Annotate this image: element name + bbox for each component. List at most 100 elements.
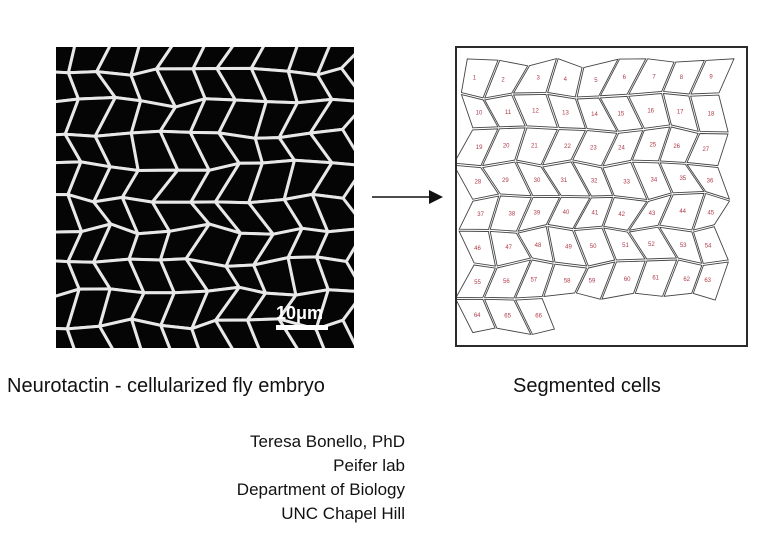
segmented-cell-64 — [457, 298, 496, 334]
cell-number-label: 58 — [564, 278, 571, 284]
cell-number-label: 60 — [624, 277, 631, 283]
cell-number-label: 41 — [592, 211, 599, 217]
cell-number-label: 63 — [704, 278, 711, 284]
cell-number-label: 51 — [622, 243, 629, 249]
segmented-cell-47 — [489, 230, 532, 267]
cell-number-label: 31 — [561, 178, 568, 184]
cell-number-label: 21 — [531, 144, 538, 150]
segmented-cell-42 — [603, 197, 648, 231]
cell-number-label: 28 — [475, 180, 482, 186]
segmented-cell-60 — [601, 260, 646, 300]
segmented-cell-5 — [576, 58, 619, 98]
cell-number-label: 44 — [679, 209, 686, 215]
segmented-cell-27 — [686, 133, 729, 167]
cell-number-label: 26 — [673, 144, 680, 150]
cell-number-label: 32 — [591, 178, 598, 184]
segmented-cell-24 — [602, 130, 644, 167]
scale-bar-label: 10μm — [276, 303, 324, 323]
segmented-cell-37 — [458, 195, 500, 230]
segmented-cell-59 — [575, 261, 616, 300]
segmented-cell-6 — [599, 58, 647, 97]
segmented-cell-19 — [457, 128, 499, 167]
cell-number-label: 45 — [707, 210, 714, 216]
cell-number-label: 24 — [618, 146, 625, 152]
segmented-cell-34 — [631, 161, 672, 200]
segmented-cell-15 — [599, 95, 644, 132]
segmented-cell-31 — [542, 161, 591, 197]
cell-number-label: 1 — [473, 75, 477, 81]
segmented-cell-23 — [572, 130, 618, 167]
cell-number-label: 42 — [618, 212, 625, 218]
cell-number-label: 2 — [501, 77, 505, 83]
cell-number-label: 47 — [505, 245, 512, 251]
segmented-cell-54 — [692, 226, 729, 264]
segmented-cell-3 — [512, 57, 558, 94]
segmented-cell-14 — [576, 97, 618, 132]
cell-number-label: 13 — [562, 110, 569, 116]
segmented-cell-36 — [686, 163, 731, 200]
cell-number-label: 6 — [623, 75, 627, 81]
segmented-cell-41 — [573, 196, 614, 230]
cell-number-label: 4 — [564, 77, 568, 83]
segmented-cell-8 — [662, 59, 706, 95]
segmented-cell-58 — [543, 263, 588, 298]
micrograph-caption: Neurotactin - cellularized fly embryo — [7, 375, 325, 397]
segmented-cell-32 — [571, 161, 614, 197]
cell-number-label: 3 — [537, 75, 541, 81]
segmented-cell-53 — [658, 226, 703, 264]
segmented-cell-61 — [634, 259, 678, 297]
cell-number-label: 59 — [589, 279, 596, 285]
cell-number-label: 8 — [680, 75, 684, 81]
cell-number-label: 65 — [504, 314, 511, 320]
cell-number-label: 11 — [505, 110, 512, 116]
segmented-cell-44 — [659, 192, 705, 231]
segmented-cell-29 — [482, 161, 532, 197]
cell-number-label: 40 — [563, 210, 570, 216]
fly-embryo-micrograph: 10μm — [56, 47, 354, 348]
membrane-cell-92 — [65, 324, 114, 348]
cell-number-label: 15 — [618, 112, 625, 118]
membrane-cell-95 — [159, 323, 201, 348]
cell-number-label: 39 — [534, 211, 541, 217]
credit-department: Department of Biology — [236, 480, 405, 499]
cell-number-label: 23 — [590, 145, 597, 151]
cell-number-label: 33 — [623, 179, 630, 185]
cell-number-label: 64 — [474, 313, 481, 319]
membrane-cell-80 — [315, 255, 354, 293]
cell-number-label: 12 — [532, 109, 539, 115]
cell-number-label: 7 — [652, 75, 656, 81]
segmented-cell-52 — [628, 226, 678, 260]
membrane-cell-40 — [308, 127, 354, 167]
segmented-cell-40 — [547, 196, 591, 230]
segmented-cell-21 — [515, 127, 558, 166]
segmented-cell-65 — [483, 298, 532, 336]
segmented-cell-66 — [514, 298, 556, 335]
cell-number-label: 10 — [476, 110, 483, 116]
segmented-cell-16 — [628, 93, 671, 129]
segmented-cell-10 — [460, 93, 499, 129]
segmented-cell-28 — [457, 165, 500, 200]
segmented-cell-62 — [663, 259, 703, 297]
cell-number-label: 30 — [534, 178, 541, 184]
segmented-cell-46 — [458, 230, 496, 267]
segmented-cell-26 — [659, 126, 699, 163]
cell-number-label: 22 — [564, 144, 571, 150]
cell-number-label: 16 — [647, 109, 654, 115]
credits-block: Teresa Bonello, PhD Peifer lab Departmen… — [237, 430, 405, 526]
segmented-cells-panel: 1 2 3 4 5 6 7 8 9 10 11 12 13 14 15 16 17 18 19 20 21 22 23 24 2… — [455, 46, 748, 347]
segmented-cell-1 — [460, 58, 499, 99]
cell-number-label: 9 — [709, 75, 713, 81]
cell-number-label: 62 — [683, 277, 690, 283]
segmented-cell-38 — [489, 195, 532, 232]
segmented-cell-51 — [603, 227, 646, 261]
cell-number-label: 53 — [680, 243, 687, 249]
cell-number-label: 50 — [590, 244, 597, 250]
segmented-cell-33 — [602, 161, 648, 201]
membrane-cell-91 — [56, 326, 76, 348]
cell-number-label: 37 — [477, 212, 484, 218]
arrow-right-icon — [372, 190, 443, 204]
segmented-cell-22 — [541, 129, 587, 166]
segmented-cell-48 — [517, 225, 554, 263]
membrane-cell-93 — [98, 317, 143, 348]
